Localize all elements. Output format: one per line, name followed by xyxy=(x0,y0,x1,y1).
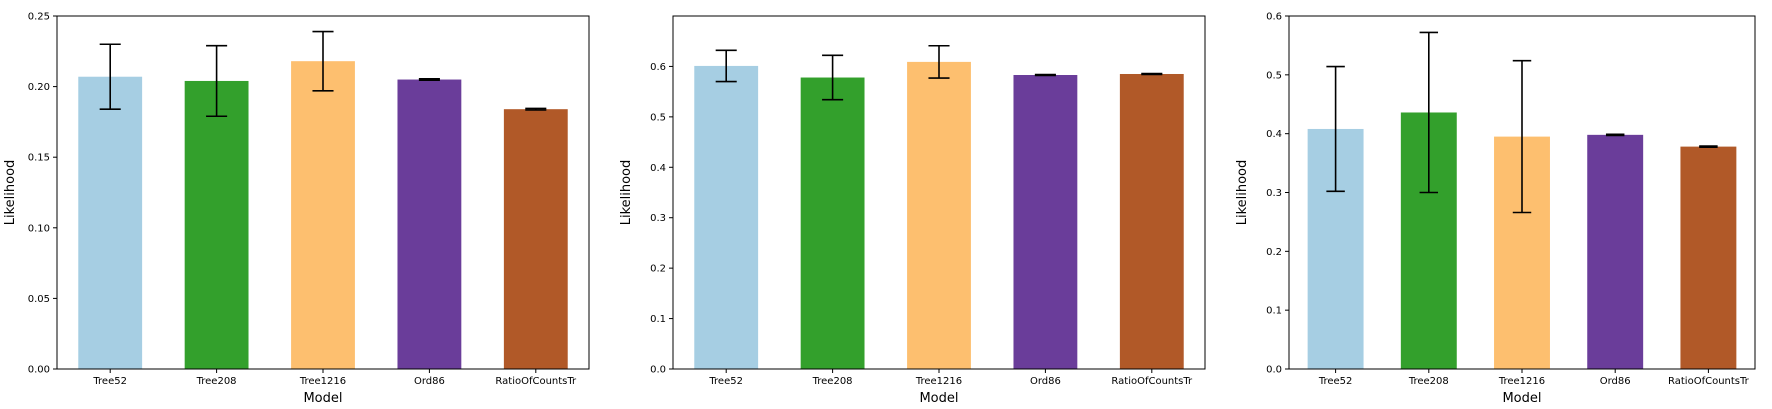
x-tick-label: Tree208 xyxy=(196,376,237,387)
y-tick-label: 0.2 xyxy=(1266,247,1282,258)
error-bar-tree208 xyxy=(206,44,228,118)
error-bar-tree52 xyxy=(1326,65,1345,193)
chart-panel-2: Tree52 Tree208 Tree1216 Ord86 RatioOfCountsT… xyxy=(619,15,1206,406)
y-tick-label: 0.00 xyxy=(28,365,50,376)
error-bar-ord86 xyxy=(1034,73,1056,77)
bar-tree1216 xyxy=(291,61,355,370)
x-tick-label: RatioOfCountsTr xyxy=(495,376,577,387)
error-bar-ratioofcountstr xyxy=(1141,72,1163,76)
y-tick-label: 0.10 xyxy=(28,223,50,234)
x-axis-label: Model xyxy=(303,391,342,406)
bar-ratioofcountstr xyxy=(1680,146,1737,369)
x-tick-label: Tree1216 xyxy=(1498,376,1545,387)
y-tick-label: 0.6 xyxy=(650,62,666,73)
bar-tree52 xyxy=(78,76,143,369)
y-tick-label: 0.15 xyxy=(28,153,50,164)
x-tick-label: RatioOfCountsTr xyxy=(1668,376,1750,387)
y-tick-label: 0.5 xyxy=(1266,70,1282,81)
x-tick-label: Tree1216 xyxy=(299,376,346,387)
bar-tree208 xyxy=(800,77,865,369)
y-tick-label: 0.1 xyxy=(1266,306,1282,317)
y-tick-label: 0.0 xyxy=(1266,365,1282,376)
x-tick-label: Ord86 xyxy=(1030,376,1061,387)
bar-ord86 xyxy=(1013,75,1078,369)
chart-panel-3: Tree52 Tree208 Tree1216 Ord86 RatioOfCountsT… xyxy=(1235,12,1756,406)
y-tick-label: 0.20 xyxy=(28,82,50,93)
x-tick-label: Tree208 xyxy=(812,376,853,387)
bar-ord86 xyxy=(397,79,462,369)
x-tick-label: Tree52 xyxy=(92,376,127,387)
error-bar-ratioofcountstr xyxy=(525,107,547,111)
error-bar-tree52 xyxy=(715,49,737,83)
x-tick-label: Tree1216 xyxy=(915,376,962,387)
x-tick-label: Tree208 xyxy=(1408,376,1449,387)
bar-ratioofcountstr xyxy=(1119,73,1184,369)
bar-tree52 xyxy=(694,65,759,369)
x-tick-label: RatioOfCountsTr xyxy=(1111,376,1193,387)
x-tick-label: Tree52 xyxy=(1318,376,1353,387)
y-tick-label: 0.4 xyxy=(1266,129,1282,140)
error-bar-tree208 xyxy=(1419,31,1439,194)
bar-tree1216 xyxy=(907,61,971,369)
error-bar-tree1216 xyxy=(312,30,334,92)
bar-ratioofcountstr xyxy=(503,109,568,369)
error-bar-tree208 xyxy=(822,54,844,101)
y-tick-label: 0.5 xyxy=(650,112,666,123)
y-tick-label: 0.4 xyxy=(650,163,666,174)
y-tick-label: 0.0 xyxy=(650,365,666,376)
y-tick-label: 0.3 xyxy=(1266,188,1282,199)
axes-frame xyxy=(56,15,590,370)
y-tick-label: 0.1 xyxy=(650,314,666,325)
y-tick-label: 0.6 xyxy=(1266,12,1282,23)
x-tick-label: Ord86 xyxy=(414,376,445,387)
bar-ord86 xyxy=(1587,134,1644,369)
y-axis-label: Likelihood xyxy=(619,160,634,226)
y-axis-label: Likelihood xyxy=(1235,160,1250,226)
x-axis-label: Model xyxy=(1502,391,1541,406)
error-bar-ord86 xyxy=(418,78,440,82)
axes-frame xyxy=(1288,15,1756,370)
y-axis-label: Likelihood xyxy=(3,160,18,226)
x-axis-label: Model xyxy=(919,391,958,406)
error-bar-ratioofcountstr xyxy=(1699,145,1718,148)
x-tick-label: Tree52 xyxy=(708,376,743,387)
y-tick-label: 0.05 xyxy=(28,294,50,305)
error-bar-ord86 xyxy=(1605,133,1625,137)
axes-frame xyxy=(672,15,1206,370)
y-tick-label: 0.2 xyxy=(650,264,666,275)
bar-tree208 xyxy=(184,80,249,370)
y-tick-label: 0.25 xyxy=(28,12,50,23)
chart-panel-1: Tree52 Tree208 Tree1216 Ord86 RatioOfCountsT… xyxy=(3,12,590,406)
error-bar-tree1216 xyxy=(928,44,950,79)
y-tick-label: 0.3 xyxy=(650,213,666,224)
error-bar-tree1216 xyxy=(1512,59,1532,214)
error-bar-tree52 xyxy=(99,43,121,110)
x-tick-label: Ord86 xyxy=(1600,376,1631,387)
